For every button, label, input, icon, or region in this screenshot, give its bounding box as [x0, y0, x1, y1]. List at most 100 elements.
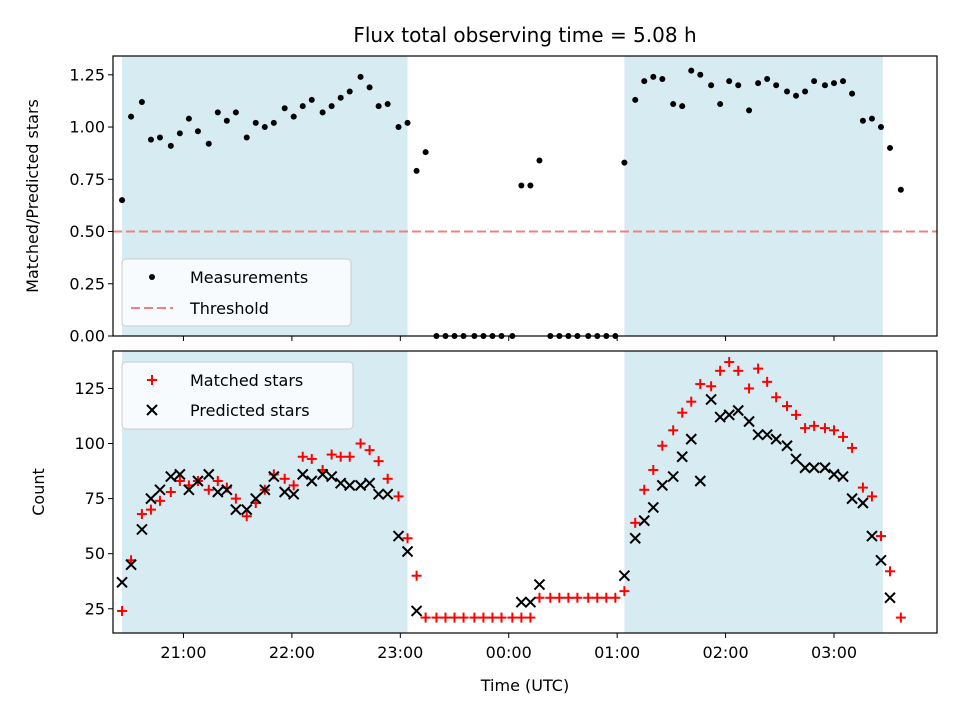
measurement-point [252, 119, 259, 126]
predicted-star-point [837, 470, 849, 483]
predicted-star-point-b [174, 468, 186, 481]
measurement-point [784, 88, 791, 95]
predicted-star-point-b [401, 545, 414, 558]
predicted-star-point [799, 462, 811, 474]
predicted-star-point-b [259, 484, 271, 496]
predicted-star-point-b [743, 415, 755, 428]
predicted-star-point-b [192, 475, 204, 487]
matched-star-point [469, 612, 480, 623]
predicted-star-point-b [183, 484, 195, 496]
y-tick-label: 0.00 [69, 327, 105, 346]
x-tick-label: 21:00 [160, 643, 206, 662]
matched-star-point [895, 612, 906, 623]
matched-star-point [154, 495, 165, 506]
matched-star-point [857, 482, 868, 493]
predicted-star-point [667, 470, 679, 483]
measurement-point [147, 136, 154, 143]
measurement-point [793, 92, 800, 99]
predicted-star-point-b [866, 530, 878, 542]
y-tick-label: 50 [85, 544, 105, 563]
matched-star-point [875, 531, 886, 542]
predicted-star-point-b [306, 475, 318, 487]
measurement-point [261, 124, 268, 131]
predicted-star-point [344, 479, 356, 492]
predicted-star-point-b [533, 578, 546, 591]
predicted-star-point [770, 433, 782, 445]
matched-star-point [297, 451, 308, 462]
matched-star-point [212, 475, 223, 486]
predicted-star-point-b [372, 488, 385, 500]
matched-star-point [230, 493, 241, 504]
predicted-star-point [165, 470, 177, 483]
measurement-point [185, 115, 192, 122]
matched-star-point [771, 392, 782, 403]
matched-star-point [440, 612, 451, 623]
predicted-star-point [259, 484, 271, 496]
measurement-point [281, 105, 288, 112]
matched-star-point [838, 431, 849, 442]
predicted-star-point-b [278, 486, 291, 498]
predicted-star-point [828, 468, 840, 481]
x-tick-label: 00:00 [486, 643, 532, 662]
predicted-star-point [174, 468, 186, 481]
predicted-star-point-b [781, 440, 793, 452]
predicted-star-point-b [221, 484, 233, 496]
legend-measurements-label: Measurements [190, 268, 308, 287]
measurement-point [641, 78, 648, 85]
matched-star-point [525, 612, 536, 623]
predicted-star-point-b [230, 503, 242, 516]
predicted-star-point [354, 479, 367, 492]
measurement-point [659, 75, 666, 82]
measurement-point [802, 88, 809, 95]
measurement-point [328, 103, 335, 110]
predicted-star-point-b [136, 523, 148, 536]
matched-star-point [174, 475, 185, 486]
predicted-star-point-b [685, 433, 697, 445]
y-tick-label: 100 [74, 434, 105, 453]
predicted-star-point-b [819, 462, 831, 474]
measurement-point [384, 101, 391, 108]
measurement-point [357, 73, 364, 80]
matched-star-point [534, 592, 545, 603]
y-tick-label: 1.25 [69, 65, 105, 84]
predicted-star-point [392, 530, 405, 542]
x-tick-label: 23:00 [377, 643, 423, 662]
measurement-point [194, 128, 201, 135]
predicted-star-point-b [212, 486, 224, 498]
legend-predicted-marker-b [146, 404, 158, 416]
chart-title: Flux total observing time = 5.08 h [353, 23, 696, 47]
predicted-star-point-b [268, 470, 280, 483]
predicted-star-point-b [694, 475, 706, 487]
matched-star-point [165, 487, 176, 497]
predicted-star-point [752, 429, 764, 441]
predicted-star-point [203, 468, 215, 481]
matched-star-point [619, 586, 630, 597]
top-panel [108, 55, 938, 341]
predicted-star-point [401, 545, 414, 558]
matched-star-point [733, 365, 744, 376]
predicted-star-point-b [846, 492, 858, 505]
matched-star-point [563, 592, 574, 603]
predicted-star-point-b [316, 468, 329, 481]
predicted-star-point-b [723, 409, 735, 421]
measurement-point [859, 117, 866, 124]
predicted-star-point [212, 486, 224, 498]
measurement-point [205, 140, 212, 147]
measurement-point [735, 82, 742, 89]
measurement-point [746, 107, 753, 114]
predicted-star-point [743, 415, 755, 428]
matched-star-point [393, 491, 404, 502]
matched-star-point [241, 511, 252, 522]
predicted-star-point [410, 605, 423, 617]
matched-star-point [724, 357, 735, 368]
predicted-star-point [268, 470, 280, 483]
matched-star-point [431, 612, 442, 623]
matched-star-point [364, 445, 375, 456]
predicted-star-point-b [647, 501, 660, 514]
matched-star-point [592, 592, 603, 603]
matched-star-point [782, 401, 793, 412]
predicted-star-point [381, 488, 394, 500]
matched-star-point [411, 570, 422, 581]
matched-star-point [819, 423, 830, 434]
